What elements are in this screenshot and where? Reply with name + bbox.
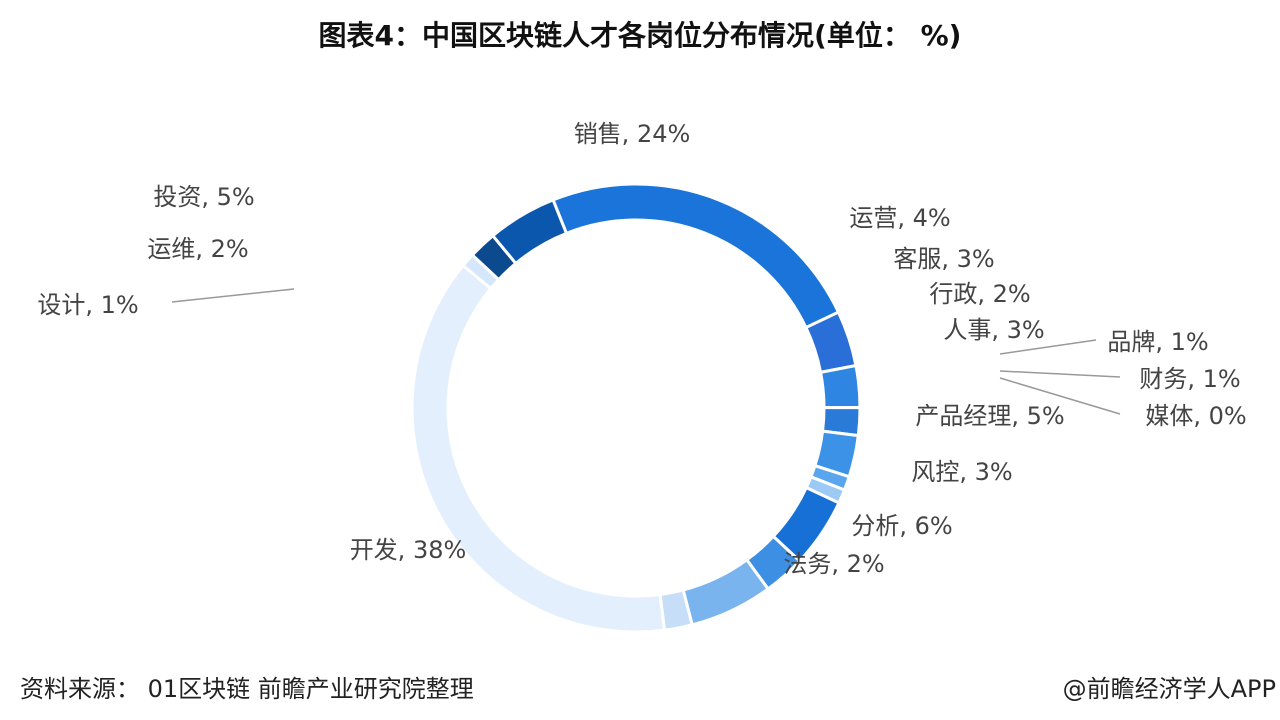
label-行政: 行政, 2%: [929, 280, 1030, 308]
label-group: 销售, 24% 运营, 4% 客服, 3% 行政, 2% 人事, 3% 品牌, 1% 财务,…: [37, 120, 1246, 578]
slice-投资: [490, 197, 569, 266]
chart-title: 图表4：中国区块链人才各岗位分布情况(单位： %): [318, 19, 962, 52]
label-风控: 风控, 3%: [911, 458, 1012, 486]
label-销售: 销售, 24%: [574, 120, 691, 148]
label-运营: 运营, 4%: [849, 204, 950, 232]
label-媒体: 媒体, 0%: [1145, 402, 1246, 430]
label-产品经理: 产品经理, 5%: [915, 402, 1064, 430]
label-投资: 投资, 5%: [153, 183, 254, 211]
leader-line-媒体: [999, 377, 1121, 415]
label-法务: 法务, 2%: [783, 550, 884, 578]
slice-分析: [681, 557, 771, 627]
leader-line-财务: [999, 370, 1121, 378]
credit-note: @前瞻经济学人APP: [1062, 675, 1276, 703]
label-分析: 分析, 6%: [851, 512, 952, 540]
label-财务: 财务, 1%: [1139, 365, 1240, 393]
leader-line-设计: [171, 288, 295, 303]
label-运维: 运维, 2%: [147, 235, 248, 263]
slice-开发: [410, 263, 667, 634]
label-品牌: 品牌, 1%: [1107, 328, 1208, 356]
slice-group: [410, 182, 862, 634]
slice-销售: [551, 182, 841, 330]
source-note: 资料来源： 01区块链 前瞻产业研究院整理: [20, 675, 474, 703]
label-开发: 开发, 38%: [350, 536, 467, 564]
label-设计: 设计, 1%: [37, 291, 138, 319]
leader-line-group: [171, 288, 1121, 415]
label-人事: 人事, 3%: [943, 316, 1044, 344]
label-客服: 客服, 3%: [893, 245, 994, 273]
slice-客服: [818, 363, 862, 410]
leader-line-品牌: [999, 339, 1097, 355]
